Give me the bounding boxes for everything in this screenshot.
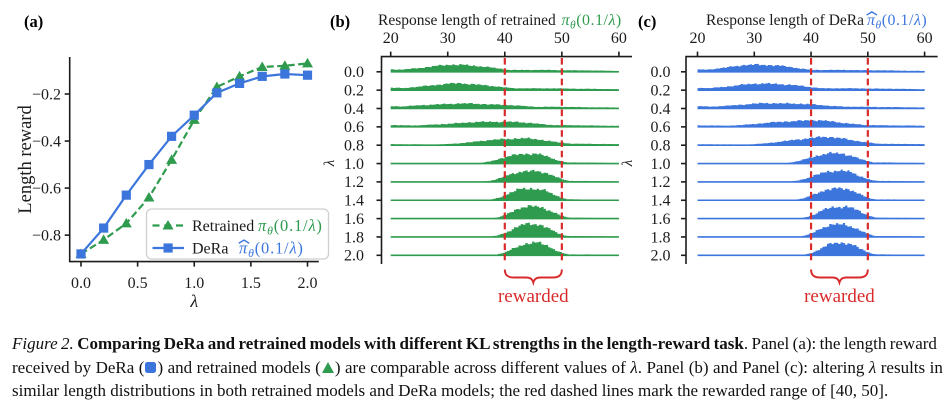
svg-text:0.0: 0.0 (71, 275, 91, 292)
svg-text:−0.2: −0.2 (32, 86, 61, 103)
svg-text:πθ(0.1/λ): πθ(0.1/λ) (258, 216, 323, 237)
svg-text:50: 50 (860, 30, 876, 47)
svg-text:0.5: 0.5 (128, 275, 148, 292)
svg-text:(c): (c) (638, 12, 656, 31)
svg-text:0.2: 0.2 (651, 82, 671, 99)
svg-text:DeRa: DeRa (192, 241, 228, 258)
svg-text:0.4: 0.4 (651, 101, 671, 118)
svg-text:20: 20 (690, 30, 706, 47)
svg-text:1.4: 1.4 (344, 193, 364, 210)
svg-text:2.0: 2.0 (298, 275, 318, 292)
svg-text:60: 60 (917, 30, 933, 47)
svg-text:rewarded: rewarded (804, 286, 875, 307)
svg-text:1.2: 1.2 (344, 174, 364, 191)
svg-text:λ: λ (620, 159, 636, 167)
svg-text:Response length of DeRa: Response length of DeRa (706, 12, 864, 29)
svg-text:rewarded: rewarded (498, 286, 569, 307)
svg-text:πθ(0.1/λ): πθ(0.1/λ) (867, 12, 927, 31)
svg-text:Length reward: Length reward (16, 105, 36, 214)
svg-text:40: 40 (803, 30, 819, 47)
svg-text:1.4: 1.4 (651, 193, 671, 210)
svg-text:0.6: 0.6 (651, 119, 671, 136)
svg-text:(b): (b) (330, 12, 350, 31)
svg-text:1.6: 1.6 (344, 211, 364, 228)
svg-text:2.0: 2.0 (344, 248, 364, 265)
svg-text:1.0: 1.0 (184, 275, 204, 292)
svg-text:−0.8: −0.8 (32, 227, 61, 244)
svg-text:0.8: 0.8 (344, 138, 364, 155)
svg-text:30: 30 (746, 30, 762, 47)
svg-text:1.5: 1.5 (241, 275, 261, 292)
svg-text:−0.4: −0.4 (32, 133, 61, 150)
svg-text:−0.6: −0.6 (32, 180, 61, 197)
svg-text:40: 40 (497, 30, 513, 47)
svg-text:1.0: 1.0 (344, 156, 364, 173)
svg-text:20: 20 (383, 30, 399, 47)
svg-text:0.2: 0.2 (344, 82, 364, 99)
svg-text:λ: λ (322, 159, 338, 167)
svg-text:2.0: 2.0 (651, 248, 671, 265)
svg-text:Retrained: Retrained (192, 218, 254, 235)
svg-text:0.4: 0.4 (344, 101, 364, 118)
svg-text:Response length of retrained: Response length of retrained (378, 12, 556, 29)
svg-text:1.2: 1.2 (651, 174, 671, 191)
svg-text:50: 50 (554, 30, 570, 47)
svg-text:1.8: 1.8 (651, 229, 671, 246)
svg-text:0.6: 0.6 (344, 119, 364, 136)
svg-text:1.0: 1.0 (651, 156, 671, 173)
svg-text:1.8: 1.8 (344, 229, 364, 246)
svg-text:30: 30 (440, 30, 456, 47)
svg-text:πθ(0.1/λ): πθ(0.1/λ) (239, 239, 304, 260)
svg-text:λ: λ (189, 291, 198, 311)
svg-text:60: 60 (611, 30, 627, 47)
svg-text:πθ(0.1/λ): πθ(0.1/λ) (562, 12, 622, 31)
svg-text:1.6: 1.6 (651, 211, 671, 228)
svg-text:(a): (a) (24, 12, 43, 31)
svg-text:0.8: 0.8 (651, 138, 671, 155)
svg-text:0.0: 0.0 (344, 64, 364, 81)
svg-text:0.0: 0.0 (651, 64, 671, 81)
